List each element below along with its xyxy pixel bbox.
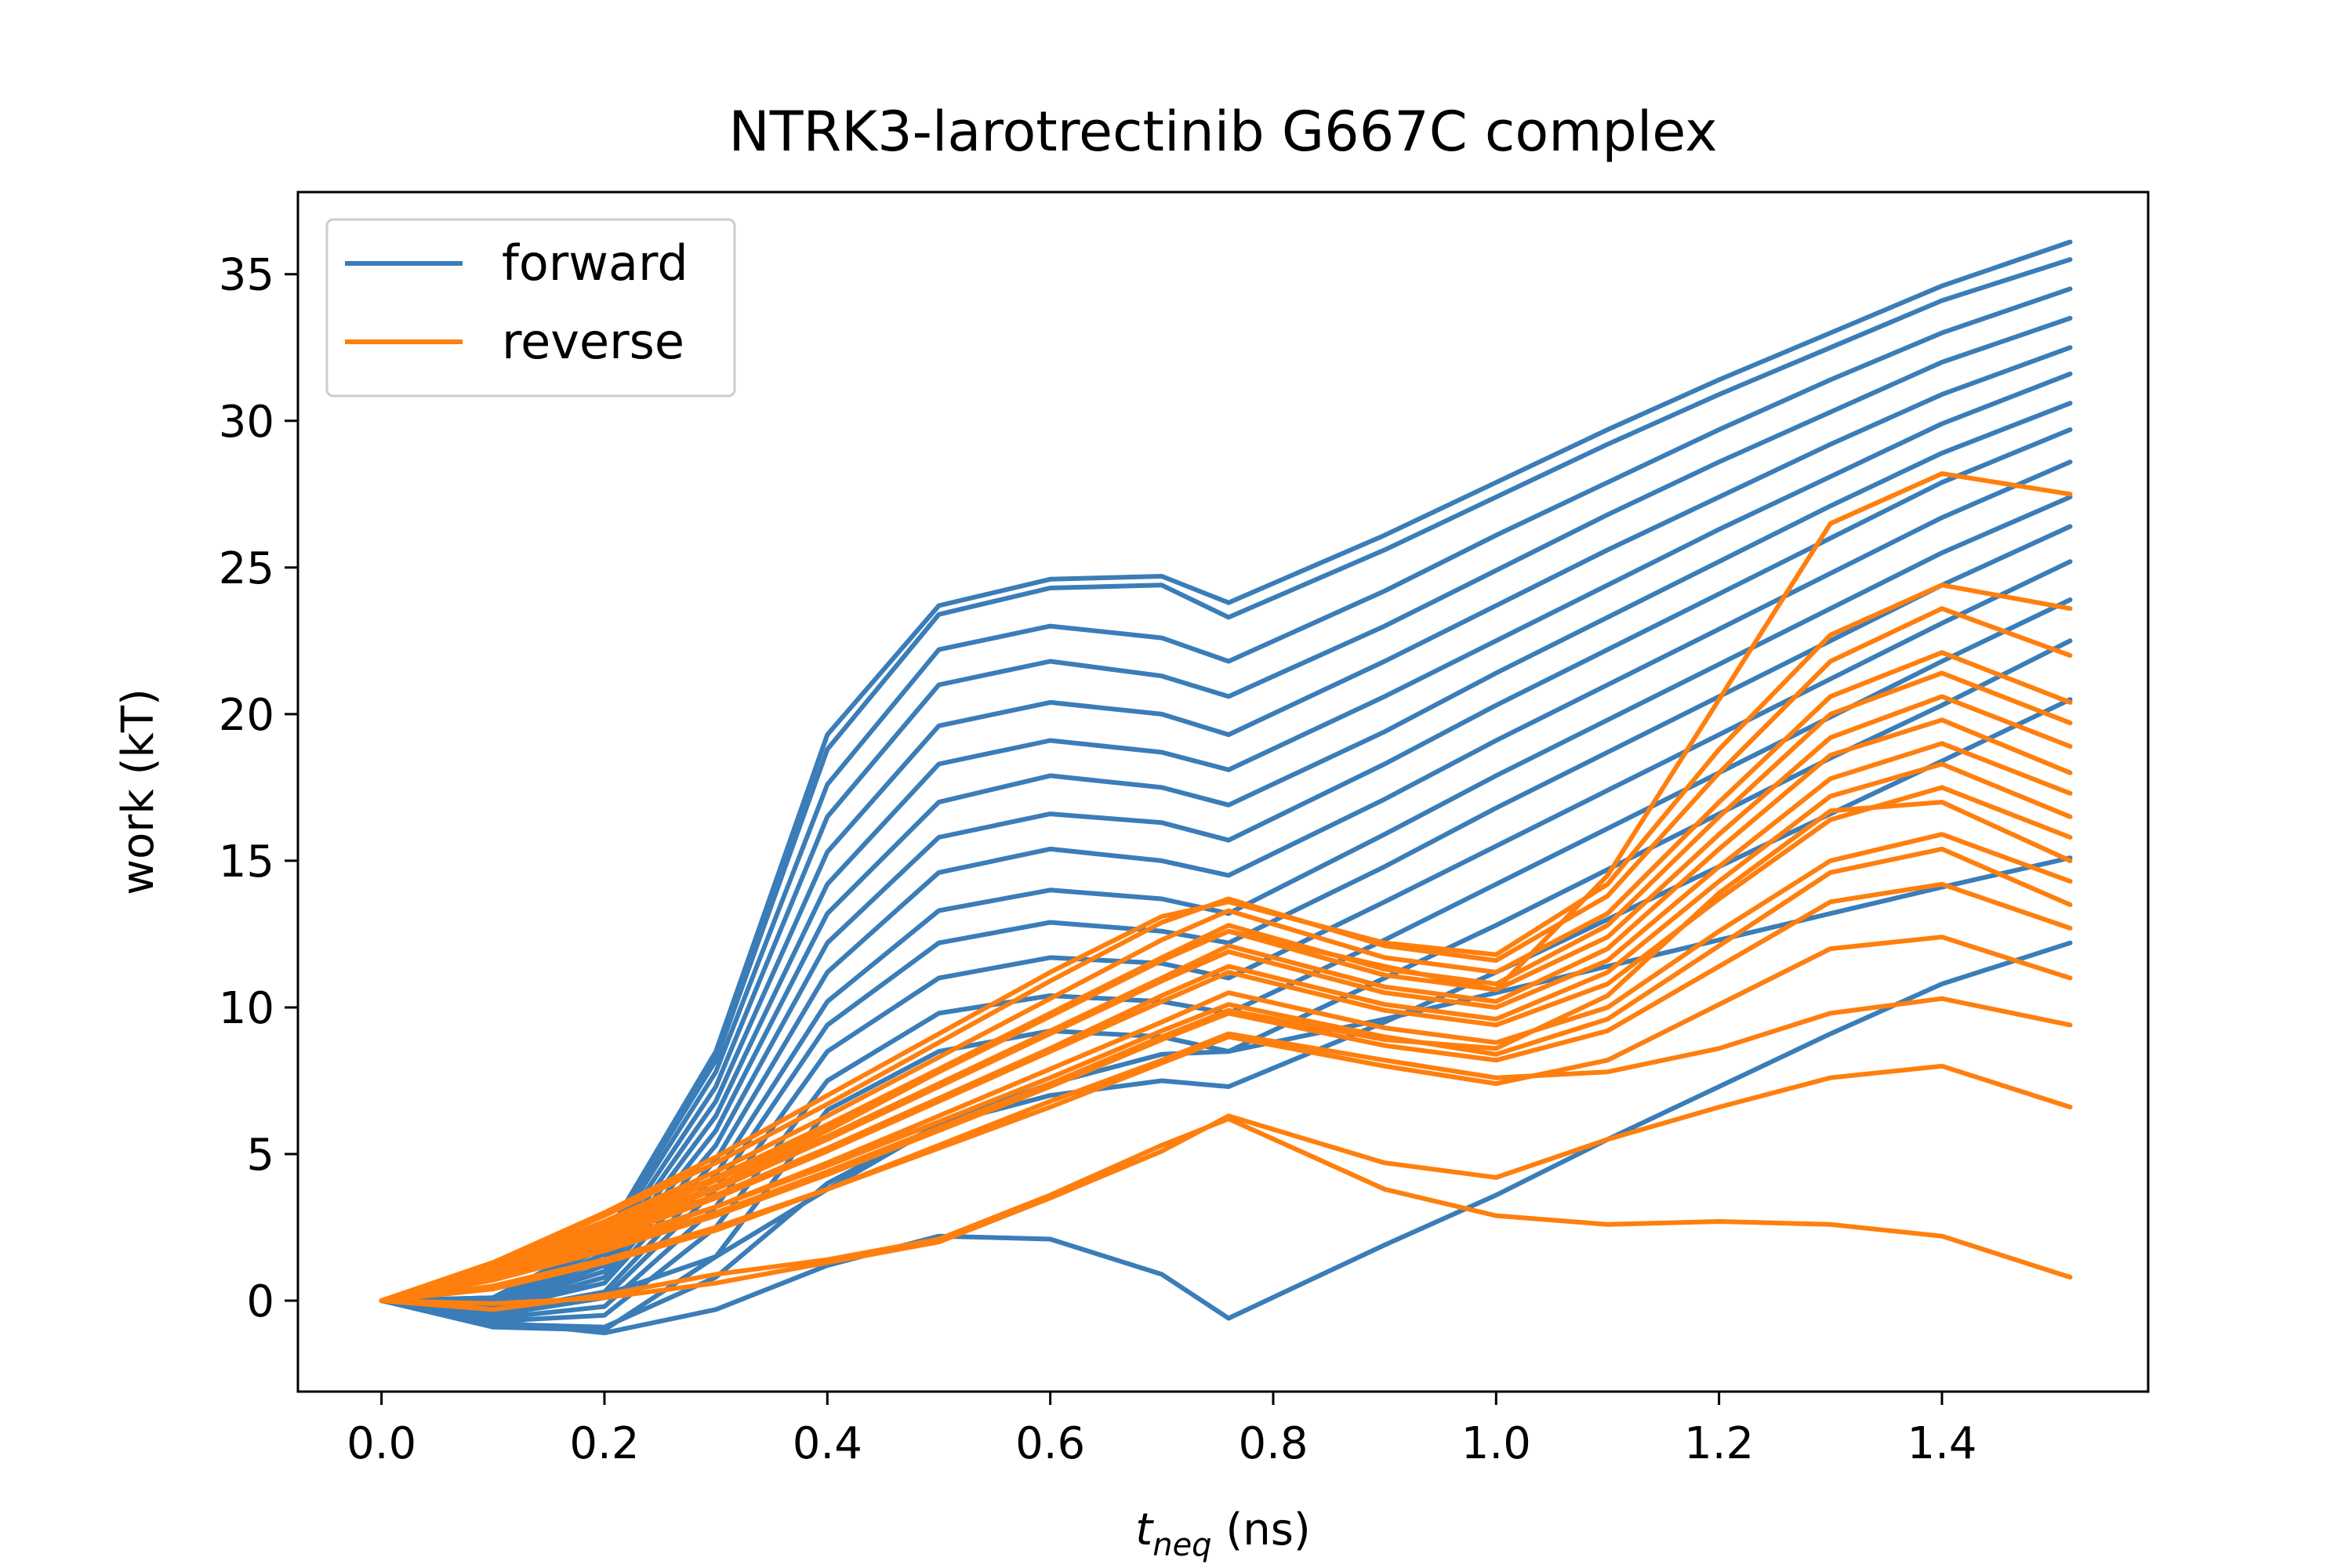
x-axis: 0.0 0.2 0.4 0.6 0.8 1.0 1.2 1.4 xyxy=(347,1392,1977,1469)
series-line-reverse xyxy=(379,583,2073,1303)
y-tick-label: 15 xyxy=(219,837,274,887)
series-line-reverse xyxy=(379,670,2073,1303)
x-tick-label: 0.8 xyxy=(1238,1418,1308,1469)
series-line-reverse xyxy=(379,846,2073,1303)
series-line-reverse xyxy=(379,717,2073,1303)
y-tick-label: 30 xyxy=(219,397,274,448)
series-line-reverse xyxy=(379,761,2073,1303)
x-tick-label: 0.6 xyxy=(1015,1418,1085,1469)
axes-frame xyxy=(296,191,2150,1393)
y-tick-label: 20 xyxy=(219,690,274,741)
y-axis-label: work (kT) xyxy=(113,688,164,895)
series-line-forward xyxy=(379,855,2073,1315)
x-tick-label: 0.0 xyxy=(347,1418,416,1469)
series-line-forward xyxy=(379,239,2073,1303)
legend-label-forward: forward xyxy=(502,234,688,292)
series-line-reverse xyxy=(379,800,2073,1303)
series-line-reverse xyxy=(379,785,2073,1303)
plot-area xyxy=(296,191,2150,1393)
series-line-forward xyxy=(379,315,2073,1306)
x-tick-label: 1.2 xyxy=(1684,1418,1754,1469)
series-line-forward xyxy=(379,559,2073,1321)
x-axis-label-unit: (ns) xyxy=(1212,1504,1311,1555)
y-axis: 0 5 10 15 20 25 30 35 xyxy=(219,250,298,1327)
y-tick-label: 35 xyxy=(219,250,274,301)
y-tick-label: 5 xyxy=(246,1130,274,1181)
x-axis-label: tneq (ns) xyxy=(1135,1504,1311,1563)
chart-title: NTRK3-larotrectinib G667C complex xyxy=(728,100,1717,164)
series-line-forward xyxy=(379,257,2073,1303)
series-line-reverse xyxy=(379,881,2073,1303)
legend-label-reverse: reverse xyxy=(502,313,684,370)
series-line-forward xyxy=(379,345,2073,1306)
y-tick-label: 25 xyxy=(219,543,274,594)
series-line-forward xyxy=(379,940,2073,1336)
series-line-reverse xyxy=(379,471,2073,1303)
x-tick-label: 0.4 xyxy=(793,1418,862,1469)
y-tick-label: 10 xyxy=(219,983,274,1034)
series-line-reverse xyxy=(379,935,2073,1303)
x-axis-label-main: t xyxy=(1135,1504,1154,1555)
series-line-forward xyxy=(379,459,2073,1312)
legend: forward reverse xyxy=(325,218,736,397)
x-axis-label-subscript: neq xyxy=(1152,1527,1211,1563)
x-tick-label: 1.4 xyxy=(1907,1418,1976,1469)
series-group xyxy=(379,239,2073,1336)
series-line-reverse xyxy=(379,650,2073,1303)
x-tick-label: 1.0 xyxy=(1461,1418,1531,1469)
y-tick-label: 0 xyxy=(246,1276,274,1327)
series-line-forward xyxy=(379,286,2073,1303)
series-line-reverse xyxy=(379,1116,2073,1312)
x-tick-label: 0.2 xyxy=(569,1418,639,1469)
series-line-reverse xyxy=(379,996,2073,1303)
